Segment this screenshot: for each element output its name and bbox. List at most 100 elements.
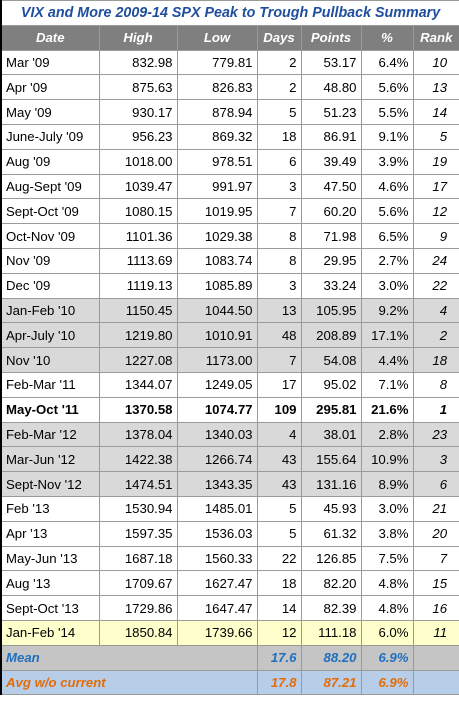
avg-row: Avg w/o current 17.8 87.21 6.9% <box>0 669 459 696</box>
mean-row-pct: 6.9% <box>360 644 414 671</box>
row-points: 39.49 <box>300 148 362 175</box>
row-rank: 23 <box>412 421 459 448</box>
row-points: 131.16 <box>300 471 362 497</box>
table-row: May-Jun '13 1687.18 1560.33 22 126.85 7.5% 7 <box>0 545 459 572</box>
row-days: 2 <box>256 49 302 76</box>
row-points: 82.39 <box>300 595 362 621</box>
row-rank: 7 <box>412 545 459 572</box>
row-pct: 9.2% <box>360 297 414 324</box>
row-rank: 22 <box>412 272 459 299</box>
row-pct: 7.1% <box>360 371 414 398</box>
row-points: 61.32 <box>300 520 362 547</box>
row-low: 1343.35 <box>176 471 258 497</box>
mean-row-days: 17.6 <box>256 644 302 671</box>
row-rank: 4 <box>412 297 459 324</box>
row-high: 1729.86 <box>98 595 178 621</box>
row-rank: 24 <box>412 247 459 274</box>
row-points: 51.23 <box>300 99 362 125</box>
row-low: 991.97 <box>176 173 258 200</box>
row-date: Sept-Oct '09 <box>0 198 100 225</box>
row-high: 875.63 <box>98 74 178 101</box>
row-points: 53.17 <box>300 49 362 76</box>
table-row: Oct-Nov '09 1101.36 1029.38 8 71.98 6.5% 9 <box>0 223 459 249</box>
row-days: 4 <box>256 421 302 448</box>
row-rank: 15 <box>412 570 459 597</box>
row-pct: 5.6% <box>360 74 414 101</box>
table-row: Apr '09 875.63 826.83 2 48.80 5.6% 13 <box>0 74 459 101</box>
row-date: Feb '13 <box>0 495 100 522</box>
row-points: 60.20 <box>300 198 362 225</box>
row-high: 956.23 <box>98 123 178 150</box>
table-title: VIX and More 2009-14 SPX Peak to Trough … <box>0 0 459 26</box>
table-row: Feb-Mar '11 1344.07 1249.05 17 95.02 7.1% 8 <box>0 371 459 398</box>
table-row: Nov '09 1113.69 1083.74 8 29.95 2.7% 24 <box>0 247 459 274</box>
header-date: Date <box>0 24 100 51</box>
row-date: June-July '09 <box>0 123 100 150</box>
mean-row-blank <box>412 644 459 671</box>
mean-row-points: 88.20 <box>300 644 362 671</box>
row-low: 1266.74 <box>176 446 258 473</box>
row-high: 1219.80 <box>98 322 178 349</box>
row-rank: 1 <box>412 396 459 423</box>
row-rank: 12 <box>412 198 459 225</box>
row-low: 1485.01 <box>176 495 258 522</box>
row-days: 17 <box>256 371 302 398</box>
row-pct: 3.8% <box>360 520 414 547</box>
row-points: 38.01 <box>300 421 362 448</box>
row-pct: 10.9% <box>360 446 414 473</box>
row-pct: 2.7% <box>360 247 414 274</box>
row-high: 1080.15 <box>98 198 178 225</box>
row-high: 832.98 <box>98 49 178 76</box>
table-row: June-July '09 956.23 869.32 18 86.91 9.1% 5 <box>0 123 459 150</box>
row-date: Feb-Mar '11 <box>0 371 100 398</box>
row-points: 47.50 <box>300 173 362 200</box>
row-points: 95.02 <box>300 371 362 398</box>
row-date: Aug '09 <box>0 148 100 175</box>
mean-row: Mean 17.6 88.20 6.9% <box>0 644 459 671</box>
row-pct: 3.9% <box>360 148 414 175</box>
row-points: 126.85 <box>300 545 362 572</box>
row-high: 1119.13 <box>98 272 178 299</box>
row-pct: 6.0% <box>360 619 414 646</box>
row-high: 1850.84 <box>98 619 178 646</box>
row-high: 1422.38 <box>98 446 178 473</box>
row-rank: 8 <box>412 371 459 398</box>
row-pct: 9.1% <box>360 123 414 150</box>
row-low: 1173.00 <box>176 347 258 373</box>
row-date: Aug-Sept '09 <box>0 173 100 200</box>
row-rank: 2 <box>412 322 459 349</box>
row-points: 45.93 <box>300 495 362 522</box>
row-low: 1019.95 <box>176 198 258 225</box>
row-date: Feb-Mar '12 <box>0 421 100 448</box>
row-points: 71.98 <box>300 223 362 249</box>
row-low: 1083.74 <box>176 247 258 274</box>
row-high: 1101.36 <box>98 223 178 249</box>
table-row: Sept-Nov '12 1474.51 1343.35 43 131.16 8.9% 6 <box>0 471 459 497</box>
row-rank: 10 <box>412 49 459 76</box>
row-rank: 5 <box>412 123 459 150</box>
table-row: Dec '09 1119.13 1085.89 3 33.24 3.0% 22 <box>0 272 459 299</box>
row-points: 86.91 <box>300 123 362 150</box>
row-high: 1227.08 <box>98 347 178 373</box>
row-pct: 5.6% <box>360 198 414 225</box>
row-high: 930.17 <box>98 99 178 125</box>
row-pct: 8.9% <box>360 471 414 497</box>
row-pct: 5.5% <box>360 99 414 125</box>
row-low: 1627.47 <box>176 570 258 597</box>
row-date: Apr '09 <box>0 74 100 101</box>
table-row: May-Oct '11 1370.58 1074.77 109 295.81 21.6% 1 <box>0 396 459 423</box>
header-row: Date High Low Days Points % Rank <box>0 24 459 51</box>
row-points: 105.95 <box>300 297 362 324</box>
row-pct: 7.5% <box>360 545 414 572</box>
row-rank: 13 <box>412 74 459 101</box>
row-rank: 6 <box>412 471 459 497</box>
row-date: Nov '09 <box>0 247 100 274</box>
row-rank: 21 <box>412 495 459 522</box>
row-high: 1530.94 <box>98 495 178 522</box>
row-rank: 18 <box>412 347 459 373</box>
table-row: Nov '10 1227.08 1173.00 7 54.08 4.4% 18 <box>0 347 459 373</box>
row-pct: 3.0% <box>360 495 414 522</box>
table-row: Feb-Mar '12 1378.04 1340.03 4 38.01 2.8% 23 <box>0 421 459 448</box>
row-low: 826.83 <box>176 74 258 101</box>
row-points: 33.24 <box>300 272 362 299</box>
